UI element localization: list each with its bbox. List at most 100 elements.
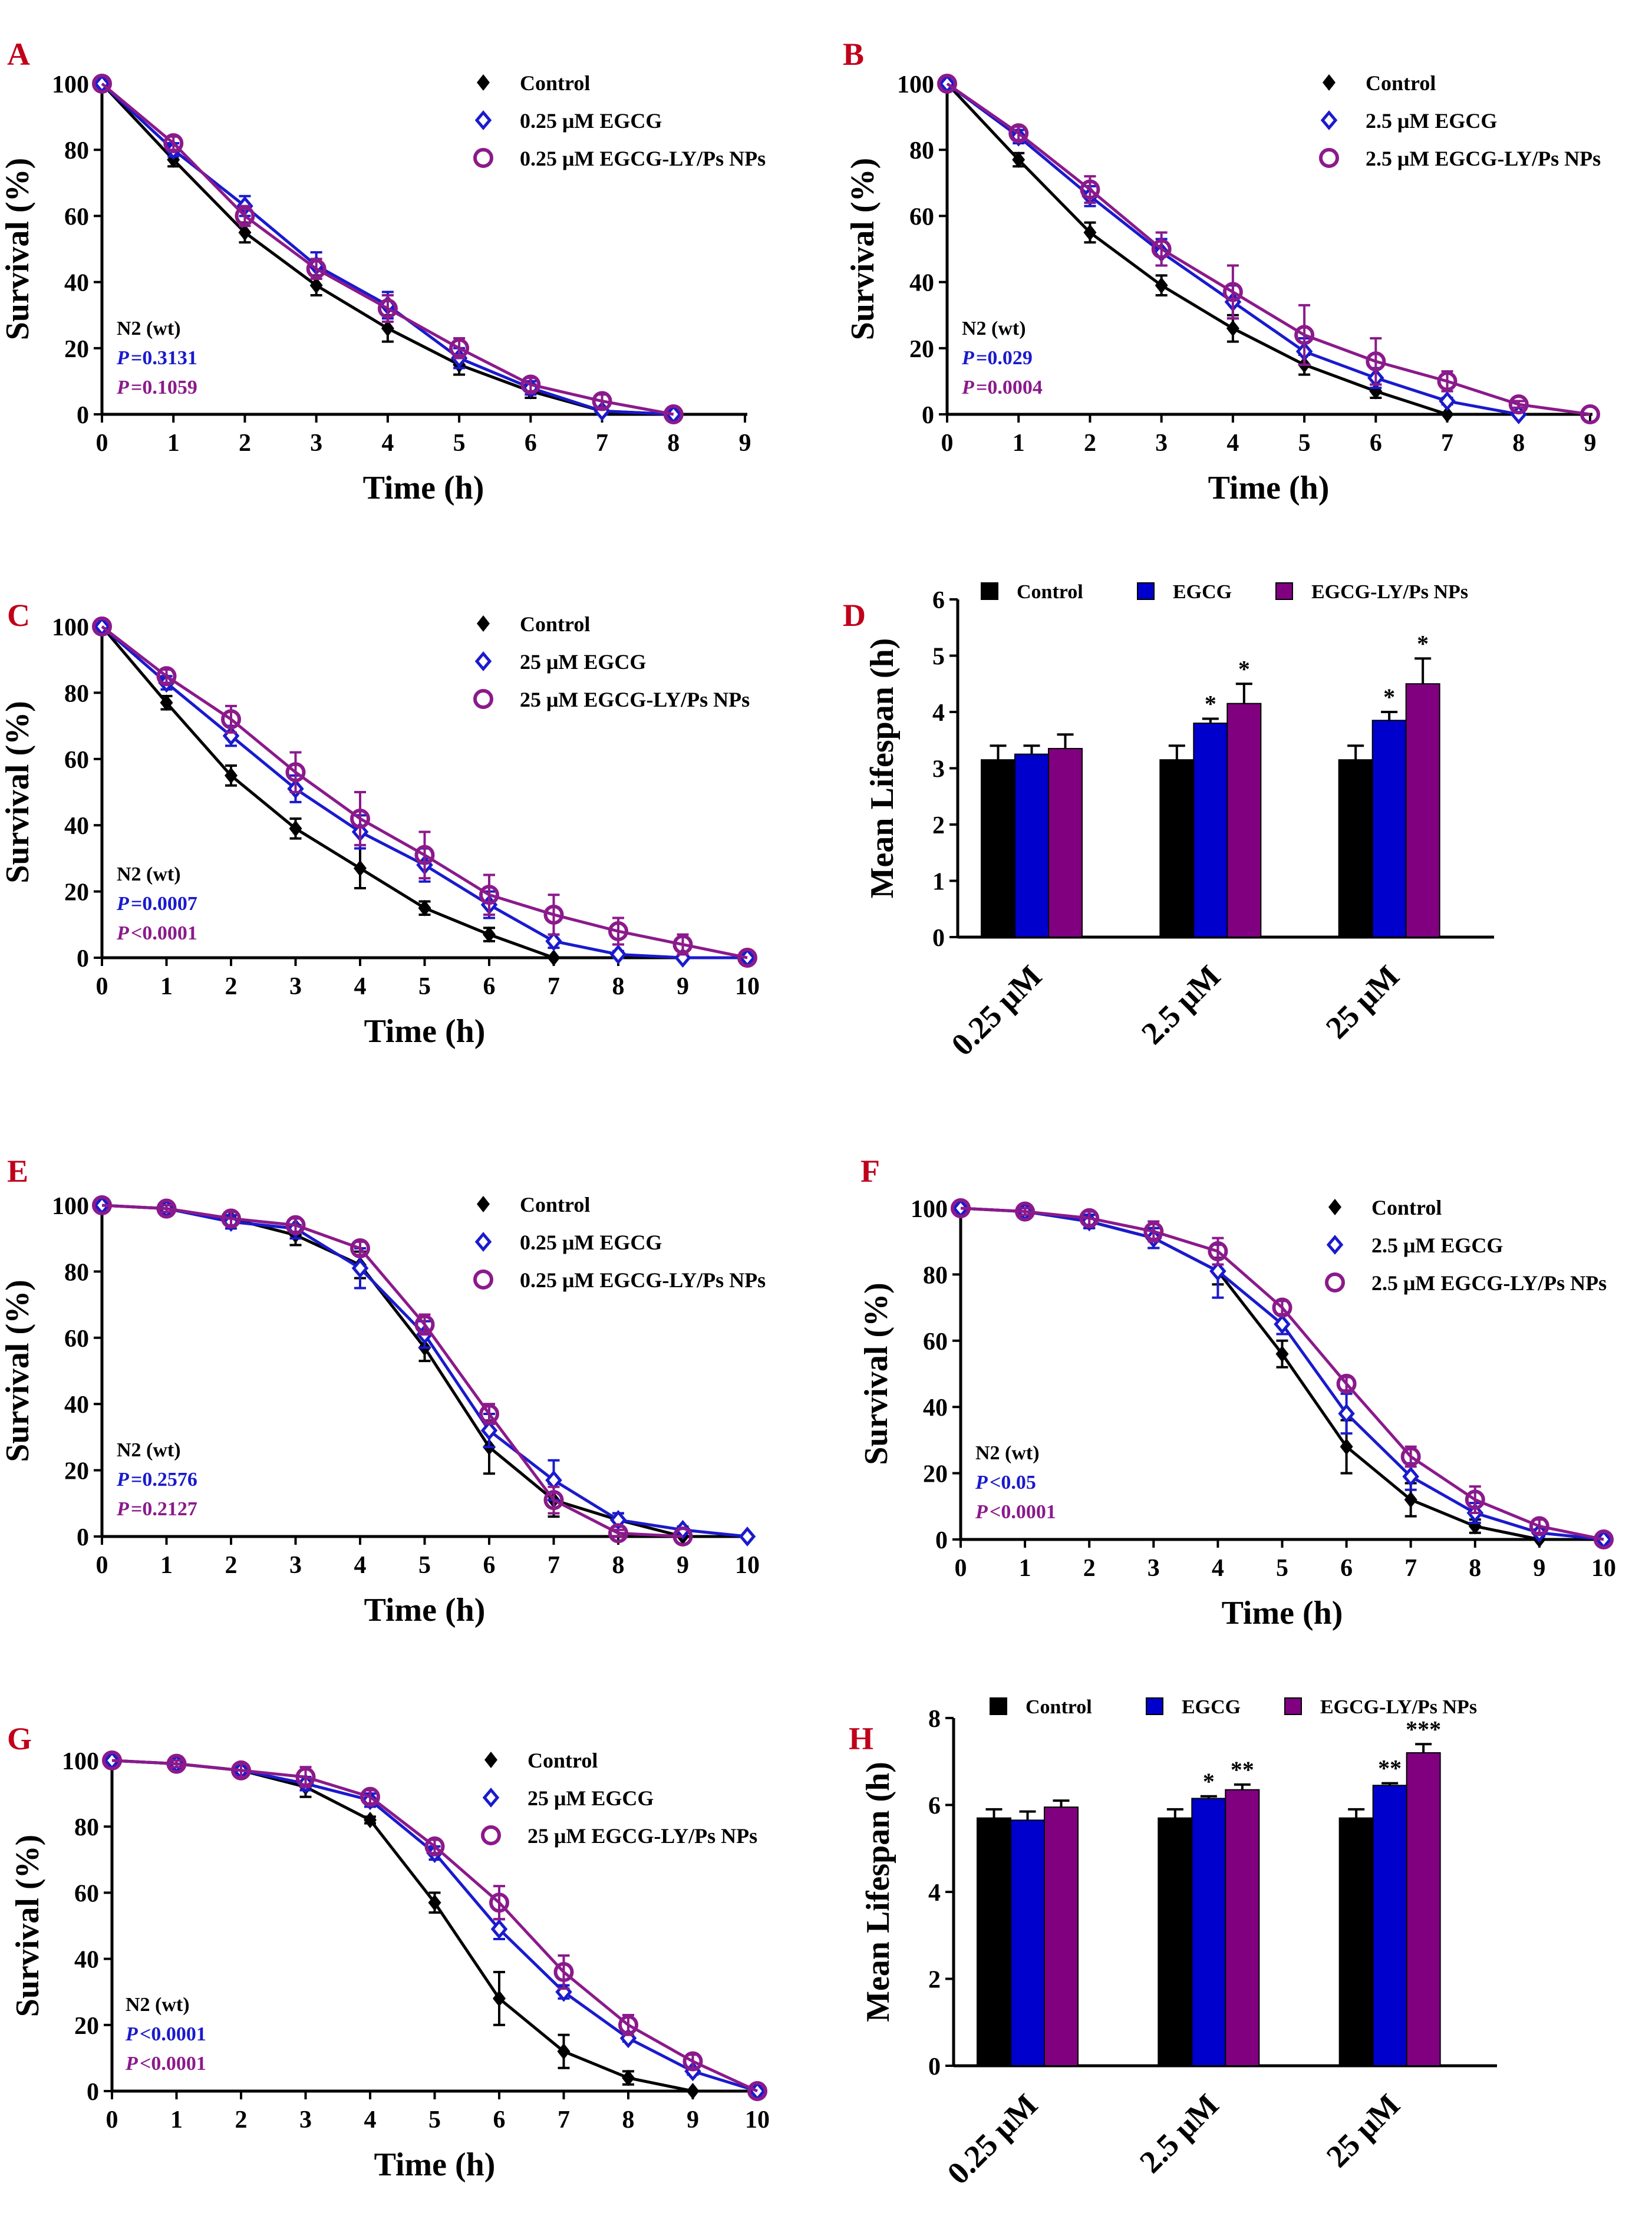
x-tick-label: 2 xyxy=(1084,430,1096,457)
error-bar xyxy=(1298,304,1311,366)
panel-label: C xyxy=(7,598,30,633)
p-value: =0.3131 xyxy=(131,347,197,369)
bar xyxy=(1158,1817,1193,2066)
series-1 xyxy=(952,1198,1613,1549)
strain-label: N2 (wt) xyxy=(117,863,181,885)
x-tick-label: 8 xyxy=(1512,430,1525,457)
data-point xyxy=(1272,1297,1292,1318)
y-tick-label: 20 xyxy=(909,336,934,363)
y-tick-label: 20 xyxy=(64,879,89,906)
bar xyxy=(1226,703,1262,938)
data-point xyxy=(1294,325,1315,345)
y-tick-label: 1 xyxy=(932,869,945,896)
data-point xyxy=(545,1470,562,1491)
data-point xyxy=(235,206,255,226)
error-bar xyxy=(687,2053,699,2069)
x-tick-label: 3 xyxy=(310,430,322,457)
data-point xyxy=(480,1420,498,1441)
x-axis-title: Time (h) xyxy=(1222,1595,1343,1631)
data-point xyxy=(557,2043,571,2060)
y-tick-label: 5 xyxy=(932,644,945,671)
legend-label: Control xyxy=(1026,1696,1092,1718)
data-point xyxy=(428,1894,441,1911)
legend-label: 2.5 μM EGCG-LY/Ps NPs xyxy=(1371,1271,1607,1295)
x-tick-label: 0 xyxy=(106,2106,118,2134)
error-bar xyxy=(1381,1782,1399,1786)
error-bar xyxy=(1370,337,1382,386)
error-bar xyxy=(418,830,431,880)
significance-marker: * xyxy=(1203,1768,1215,1795)
legend: Control EGCG EGCG-LY/Ps NPs xyxy=(981,581,1468,603)
data-point xyxy=(622,2069,635,2086)
x-tick-label: 5 xyxy=(418,1552,431,1579)
data-point xyxy=(738,1526,756,1547)
data-point xyxy=(1155,277,1168,294)
strain-label: N2 (wt) xyxy=(975,1442,1040,1464)
data-point xyxy=(309,277,323,294)
panel-label: E xyxy=(7,1153,28,1189)
bar xyxy=(977,1817,1011,2066)
x-tick-label: 0 xyxy=(955,1555,967,1582)
significance-marker: * xyxy=(1238,655,1250,682)
x-tick-label: 3 xyxy=(1148,1555,1160,1582)
bar xyxy=(1338,759,1373,938)
y-tick-label: 100 xyxy=(52,1193,89,1220)
data-point xyxy=(231,1760,251,1781)
panel-label: H xyxy=(849,1721,873,1756)
data-point xyxy=(672,1526,693,1547)
series-2 xyxy=(92,74,684,424)
x-tick-label: 9 xyxy=(677,973,689,1000)
error-bar xyxy=(1415,1743,1432,1753)
legend-marker xyxy=(1328,1199,1341,1215)
p-symbol: P xyxy=(961,347,974,369)
legend-swatch xyxy=(1275,582,1293,600)
error-bar xyxy=(1234,1783,1251,1790)
x-tick-label: 9 xyxy=(677,1552,689,1579)
p-value: <0.0001 xyxy=(131,922,197,944)
legend-marker xyxy=(477,74,490,91)
x-tick-label: 2 xyxy=(225,1552,238,1579)
y-tick-label: 80 xyxy=(909,137,934,164)
error-bar xyxy=(1168,744,1185,760)
legend-label: 2.5 μM EGCG xyxy=(1366,109,1497,133)
legend-label: 0.25 μM EGCG xyxy=(520,109,662,133)
legend-marker xyxy=(473,148,493,168)
y-tick-label: 80 xyxy=(64,1259,89,1286)
y-tick-label: 60 xyxy=(923,1328,948,1356)
x-tick-label: 6 xyxy=(493,2106,506,2134)
p-value: =0.2576 xyxy=(131,1469,197,1491)
y-tick-label: 60 xyxy=(64,1326,89,1353)
y-tick-label: 3 xyxy=(932,756,945,783)
bar xyxy=(1372,1785,1407,2066)
x-tick-label: 0 xyxy=(96,973,108,1000)
legend: Control 0.25 μM EGCG 0.25 μM EGCG-LY/Ps NP… xyxy=(473,1193,766,1292)
category-label: 0.25 μM xyxy=(944,958,1048,1062)
bar xyxy=(1405,683,1440,938)
strain-label: N2 (wt) xyxy=(117,318,181,339)
error-bar xyxy=(1347,744,1364,760)
data-point xyxy=(289,820,302,837)
data-point xyxy=(951,1198,971,1218)
data-point xyxy=(547,949,560,966)
data-point xyxy=(1080,179,1100,200)
legend-label: 25 μM EGCG-LY/Ps NPs xyxy=(520,688,750,711)
bar xyxy=(1014,753,1049,938)
significance-marker: * xyxy=(1417,630,1429,657)
bar xyxy=(1371,720,1407,938)
y-tick-label: 60 xyxy=(909,203,934,230)
data-point xyxy=(238,224,252,241)
p-symbol: P xyxy=(116,922,129,944)
x-axis-title: Time (h) xyxy=(364,1013,486,1050)
error-bar xyxy=(493,1885,505,1921)
error-bar xyxy=(1019,1810,1036,1821)
x-tick-label: 2 xyxy=(239,430,251,457)
data-point xyxy=(1226,320,1239,337)
data-point xyxy=(937,74,957,94)
legend-marker xyxy=(1323,74,1336,91)
legend-label: Control xyxy=(520,1193,590,1216)
data-point xyxy=(1529,1516,1549,1537)
series-line xyxy=(111,1759,759,2093)
y-tick-label: 100 xyxy=(52,614,89,641)
